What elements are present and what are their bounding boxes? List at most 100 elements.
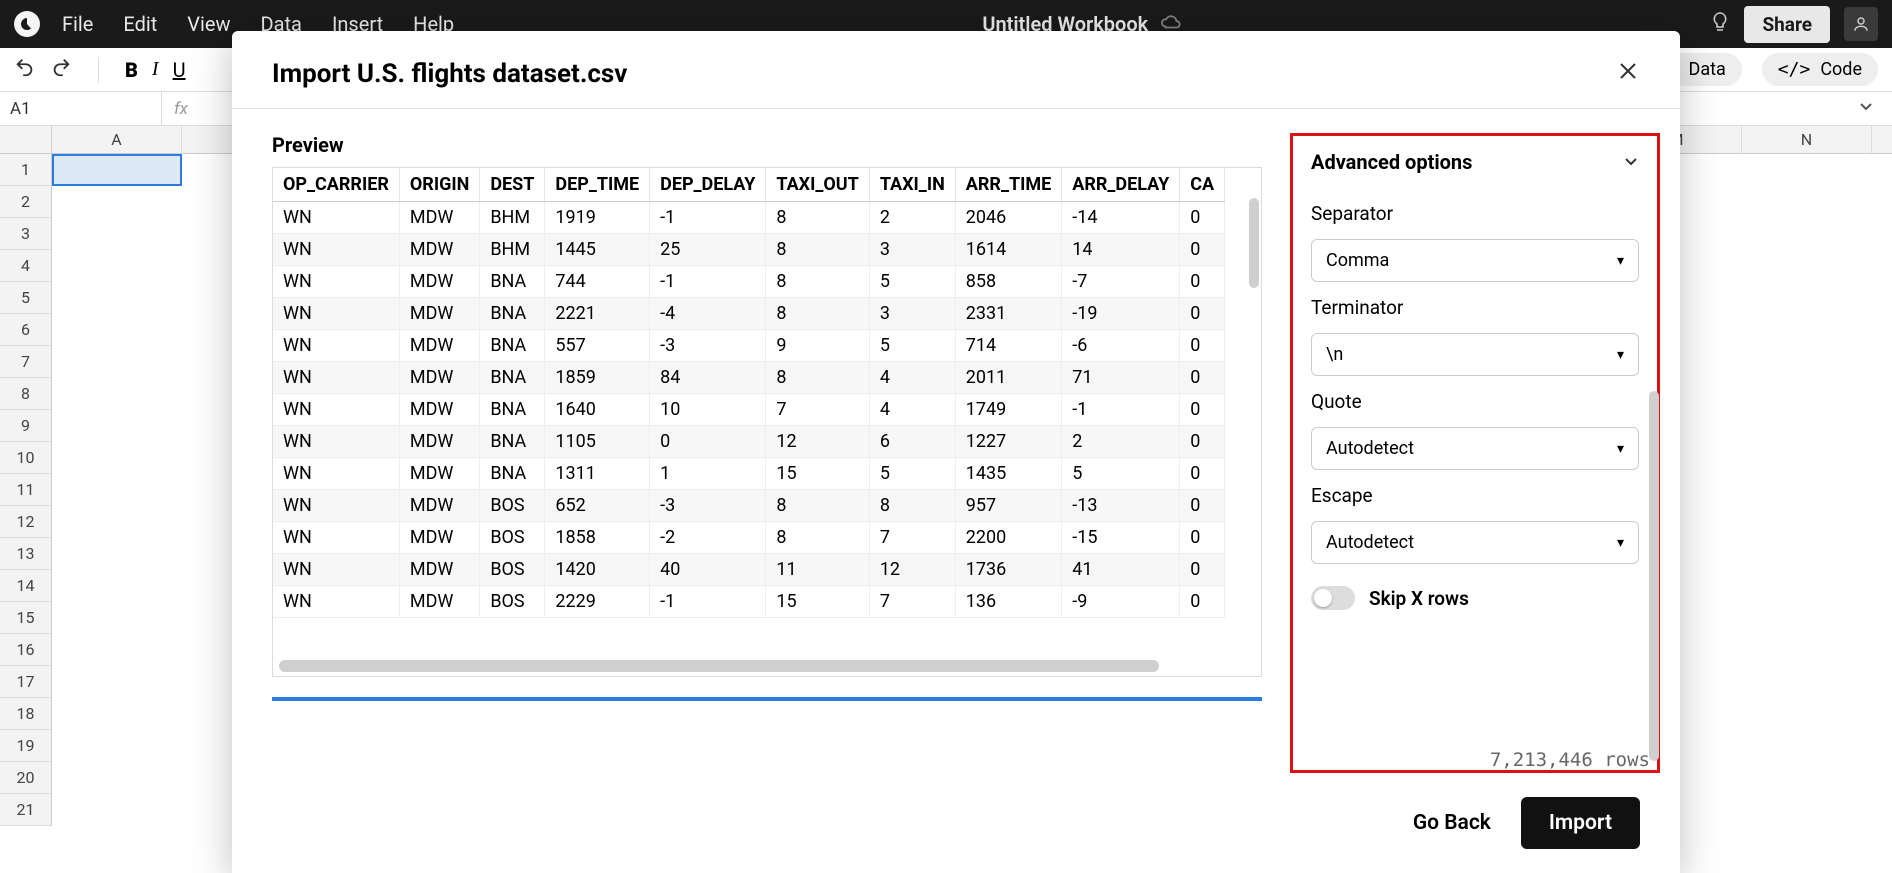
row-number[interactable]: 16 bbox=[0, 634, 52, 666]
row-number[interactable]: 6 bbox=[0, 314, 52, 346]
import-button[interactable]: Import bbox=[1521, 797, 1640, 849]
row-number[interactable]: 3 bbox=[0, 218, 52, 250]
chevron-down-icon: ▾ bbox=[1617, 441, 1624, 457]
undo-icon[interactable] bbox=[14, 56, 36, 83]
preview-cell: 0 bbox=[1180, 458, 1225, 490]
preview-cell: 1858 bbox=[545, 522, 650, 554]
preview-cell: WN bbox=[273, 362, 399, 394]
preview-cell: 1919 bbox=[545, 202, 650, 234]
account-button[interactable] bbox=[1844, 7, 1878, 41]
preview-cell: 8 bbox=[766, 522, 869, 554]
active-cell-highlight[interactable] bbox=[52, 154, 182, 186]
row-number[interactable]: 19 bbox=[0, 730, 52, 762]
row-number[interactable]: 14 bbox=[0, 570, 52, 602]
escape-select[interactable]: Autodetect ▾ bbox=[1311, 521, 1639, 564]
row-number[interactable]: 21 bbox=[0, 794, 52, 826]
redo-icon[interactable] bbox=[50, 56, 72, 83]
preview-cell: WN bbox=[273, 554, 399, 586]
row-number[interactable]: 2 bbox=[0, 186, 52, 218]
advanced-options-heading[interactable]: Advanced options bbox=[1311, 150, 1472, 174]
lightbulb-icon[interactable] bbox=[1710, 11, 1730, 38]
preview-cell: WN bbox=[273, 458, 399, 490]
preview-cell: BNA bbox=[480, 426, 545, 458]
row-number[interactable]: 11 bbox=[0, 474, 52, 506]
preview-table-container: OP_CARRIERORIGINDESTDEP_TIMEDEP_DELAYTAX… bbox=[272, 167, 1262, 677]
formula-dropdown-icon[interactable] bbox=[1858, 98, 1892, 119]
preview-table: OP_CARRIERORIGINDESTDEP_TIMEDEP_DELAYTAX… bbox=[273, 168, 1225, 618]
terminator-label: Terminator bbox=[1311, 296, 1639, 319]
preview-cell: WN bbox=[273, 234, 399, 266]
chevron-down-icon[interactable] bbox=[1623, 150, 1639, 174]
preview-cell: BHM bbox=[480, 202, 545, 234]
row-number[interactable]: 8 bbox=[0, 378, 52, 410]
preview-cell: 1749 bbox=[955, 394, 1061, 426]
column-header[interactable]: A bbox=[52, 126, 182, 153]
row-number[interactable]: 5 bbox=[0, 282, 52, 314]
preview-cell: 5 bbox=[869, 458, 955, 490]
italic-icon[interactable]: I bbox=[152, 58, 159, 81]
row-number[interactable]: 12 bbox=[0, 506, 52, 538]
preview-cell: MDW bbox=[399, 554, 479, 586]
preview-cell: BNA bbox=[480, 330, 545, 362]
column-header[interactable]: N bbox=[1742, 126, 1872, 153]
advanced-vertical-scrollbar[interactable] bbox=[1649, 391, 1659, 761]
preview-cell: -1 bbox=[1062, 394, 1180, 426]
preview-cell: 7 bbox=[869, 586, 955, 618]
terminator-select[interactable]: \n ▾ bbox=[1311, 333, 1639, 376]
preview-cell: 557 bbox=[545, 330, 650, 362]
preview-cell: BNA bbox=[480, 266, 545, 298]
row-number[interactable]: 15 bbox=[0, 602, 52, 634]
chevron-down-icon: ▾ bbox=[1617, 535, 1624, 551]
preview-cell: 1736 bbox=[955, 554, 1061, 586]
preview-cell: BNA bbox=[480, 394, 545, 426]
menu-view[interactable]: View bbox=[187, 12, 230, 36]
preview-heading: Preview bbox=[272, 133, 1262, 157]
row-number[interactable]: 20 bbox=[0, 762, 52, 794]
fx-icon: fx bbox=[162, 99, 200, 119]
preview-cell: WN bbox=[273, 202, 399, 234]
underline-icon[interactable]: U bbox=[173, 58, 186, 82]
preview-cell: 8 bbox=[766, 202, 869, 234]
preview-cell: 8 bbox=[766, 266, 869, 298]
preview-cell: 0 bbox=[1180, 490, 1225, 522]
skip-rows-label: Skip X rows bbox=[1369, 587, 1469, 610]
separator-select[interactable]: Comma ▾ bbox=[1311, 239, 1639, 282]
menu-edit[interactable]: Edit bbox=[123, 12, 157, 36]
preview-cell: BHM bbox=[480, 234, 545, 266]
row-number[interactable]: 9 bbox=[0, 410, 52, 442]
skip-rows-toggle[interactable] bbox=[1311, 586, 1355, 610]
preview-cell: 0 bbox=[1180, 426, 1225, 458]
preview-cell: -19 bbox=[1062, 298, 1180, 330]
go-back-button[interactable]: Go Back bbox=[1413, 811, 1491, 835]
preview-vertical-scrollbar[interactable] bbox=[1249, 198, 1259, 288]
preview-column-header: TAXI_OUT bbox=[766, 168, 869, 202]
preview-cell: 0 bbox=[1180, 234, 1225, 266]
table-row: WNMDWBOS2229-1157136-90 bbox=[273, 586, 1225, 618]
quote-select[interactable]: Autodetect ▾ bbox=[1311, 427, 1639, 470]
close-icon[interactable] bbox=[1616, 57, 1640, 90]
bold-icon[interactable]: B bbox=[125, 58, 138, 82]
code-pill[interactable]: </> Code bbox=[1762, 53, 1878, 86]
preview-horizontal-scrollbar[interactable] bbox=[279, 660, 1159, 672]
row-number[interactable]: 13 bbox=[0, 538, 52, 570]
cell-reference[interactable]: A1 bbox=[0, 92, 162, 125]
preview-column-header: DEST bbox=[480, 168, 545, 202]
preview-cell: -4 bbox=[650, 298, 766, 330]
row-number[interactable]: 18 bbox=[0, 698, 52, 730]
preview-cell: BNA bbox=[480, 458, 545, 490]
row-number[interactable]: 7 bbox=[0, 346, 52, 378]
row-number[interactable]: 10 bbox=[0, 442, 52, 474]
preview-cell: 8 bbox=[766, 298, 869, 330]
row-number[interactable]: 17 bbox=[0, 666, 52, 698]
menu-file[interactable]: File bbox=[62, 12, 93, 36]
row-number[interactable]: 1 bbox=[0, 154, 52, 186]
preview-cell: 7 bbox=[869, 522, 955, 554]
advanced-options-panel: Advanced options Separator Comma ▾ Termi… bbox=[1290, 133, 1660, 773]
table-row: WNMDWBOS14204011121736410 bbox=[273, 554, 1225, 586]
row-number[interactable]: 4 bbox=[0, 250, 52, 282]
app-logo[interactable] bbox=[14, 11, 40, 37]
preview-cell: BOS bbox=[480, 554, 545, 586]
preview-cell: -9 bbox=[1062, 586, 1180, 618]
separator-value: Comma bbox=[1326, 250, 1389, 271]
share-button[interactable]: Share bbox=[1744, 6, 1830, 43]
